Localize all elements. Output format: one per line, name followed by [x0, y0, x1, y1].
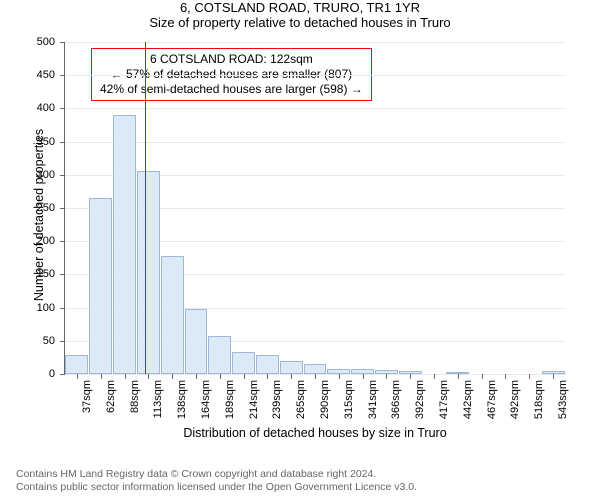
property-marker-line: [145, 42, 146, 374]
histogram-bar: [208, 336, 231, 375]
x-tick-label: 543sqm: [557, 380, 569, 419]
x-tick: [172, 374, 173, 379]
x-tick-label: 492sqm: [509, 380, 521, 419]
x-tick: [529, 374, 530, 379]
x-tick: [101, 374, 102, 379]
footer-line: Contains public sector information licen…: [16, 481, 417, 494]
y-tick-label: 150: [37, 268, 65, 280]
histogram-bar: [113, 115, 136, 374]
y-tick-label: 50: [43, 335, 65, 347]
histogram-bar: [185, 309, 208, 374]
gridline: [65, 142, 565, 143]
x-tick-label: 37sqm: [81, 380, 93, 413]
histogram-bar: [89, 198, 112, 374]
x-tick: [291, 374, 292, 379]
x-tick-label: 189sqm: [224, 380, 236, 419]
y-tick-label: 450: [37, 69, 65, 81]
x-tick-label: 113sqm: [152, 380, 164, 418]
x-tick: [434, 374, 435, 379]
x-tick-label: 88sqm: [129, 380, 141, 413]
x-tick-label: 392sqm: [414, 380, 426, 419]
x-tick: [315, 374, 316, 379]
x-tick-label: 417sqm: [438, 380, 450, 419]
x-tick-label: 518sqm: [533, 380, 545, 419]
x-tick-label: 442sqm: [462, 380, 474, 419]
y-tick-label: 350: [37, 136, 65, 148]
x-tick-label: 341sqm: [367, 380, 379, 419]
y-tick-label: 500: [37, 36, 65, 48]
y-tick-label: 250: [37, 202, 65, 214]
chart: Number of detached properties Distributi…: [38, 36, 582, 436]
annotation-line: 6 COTSLAND ROAD: 122sqm: [100, 52, 363, 67]
x-tick-label: 239sqm: [271, 380, 283, 419]
x-tick: [363, 374, 364, 379]
x-tick: [220, 374, 221, 379]
x-tick: [77, 374, 78, 379]
x-tick: [386, 374, 387, 379]
annotation-line: 42% of semi-detached houses are larger (…: [100, 82, 363, 97]
x-tick-label: 315sqm: [343, 380, 355, 419]
x-tick-label: 467sqm: [486, 380, 498, 419]
page-subtitle: Size of property relative to detached ho…: [0, 15, 600, 30]
x-tick: [482, 374, 483, 379]
gridline: [65, 42, 565, 43]
footer-line: Contains HM Land Registry data © Crown c…: [16, 468, 417, 481]
x-tick: [458, 374, 459, 379]
x-tick: [505, 374, 506, 379]
x-tick: [148, 374, 149, 379]
x-tick: [410, 374, 411, 379]
histogram-bar: [304, 364, 327, 374]
x-tick-label: 164sqm: [200, 380, 212, 419]
x-tick-label: 62sqm: [105, 380, 117, 413]
x-tick: [339, 374, 340, 379]
x-tick-label: 366sqm: [390, 380, 402, 419]
plot-area: Number of detached properties Distributi…: [64, 42, 565, 375]
x-tick: [244, 374, 245, 379]
y-tick-label: 200: [37, 235, 65, 247]
histogram-bar: [232, 352, 255, 374]
gridline: [65, 75, 565, 76]
gridline: [65, 108, 565, 109]
x-tick: [196, 374, 197, 379]
page-title: 6, COTSLAND ROAD, TRURO, TR1 1YR: [0, 0, 600, 15]
x-tick: [267, 374, 268, 379]
histogram-bar: [161, 256, 184, 374]
histogram-bar: [280, 361, 303, 374]
x-tick-label: 138sqm: [176, 380, 188, 419]
x-tick: [125, 374, 126, 379]
x-tick: [553, 374, 554, 379]
attribution-footer: Contains HM Land Registry data © Crown c…: [16, 468, 417, 494]
histogram-bar: [65, 355, 88, 374]
x-tick-label: 290sqm: [319, 380, 331, 419]
histogram-bar: [256, 355, 279, 374]
x-axis-title: Distribution of detached houses by size …: [183, 426, 446, 440]
histogram-bar: [137, 171, 160, 374]
y-tick-label: 100: [37, 302, 65, 314]
y-tick-label: 400: [37, 102, 65, 114]
x-tick-label: 214sqm: [248, 380, 260, 419]
y-tick-label: 300: [37, 169, 65, 181]
x-tick-label: 265sqm: [295, 380, 307, 419]
y-tick-label: 0: [49, 368, 65, 380]
